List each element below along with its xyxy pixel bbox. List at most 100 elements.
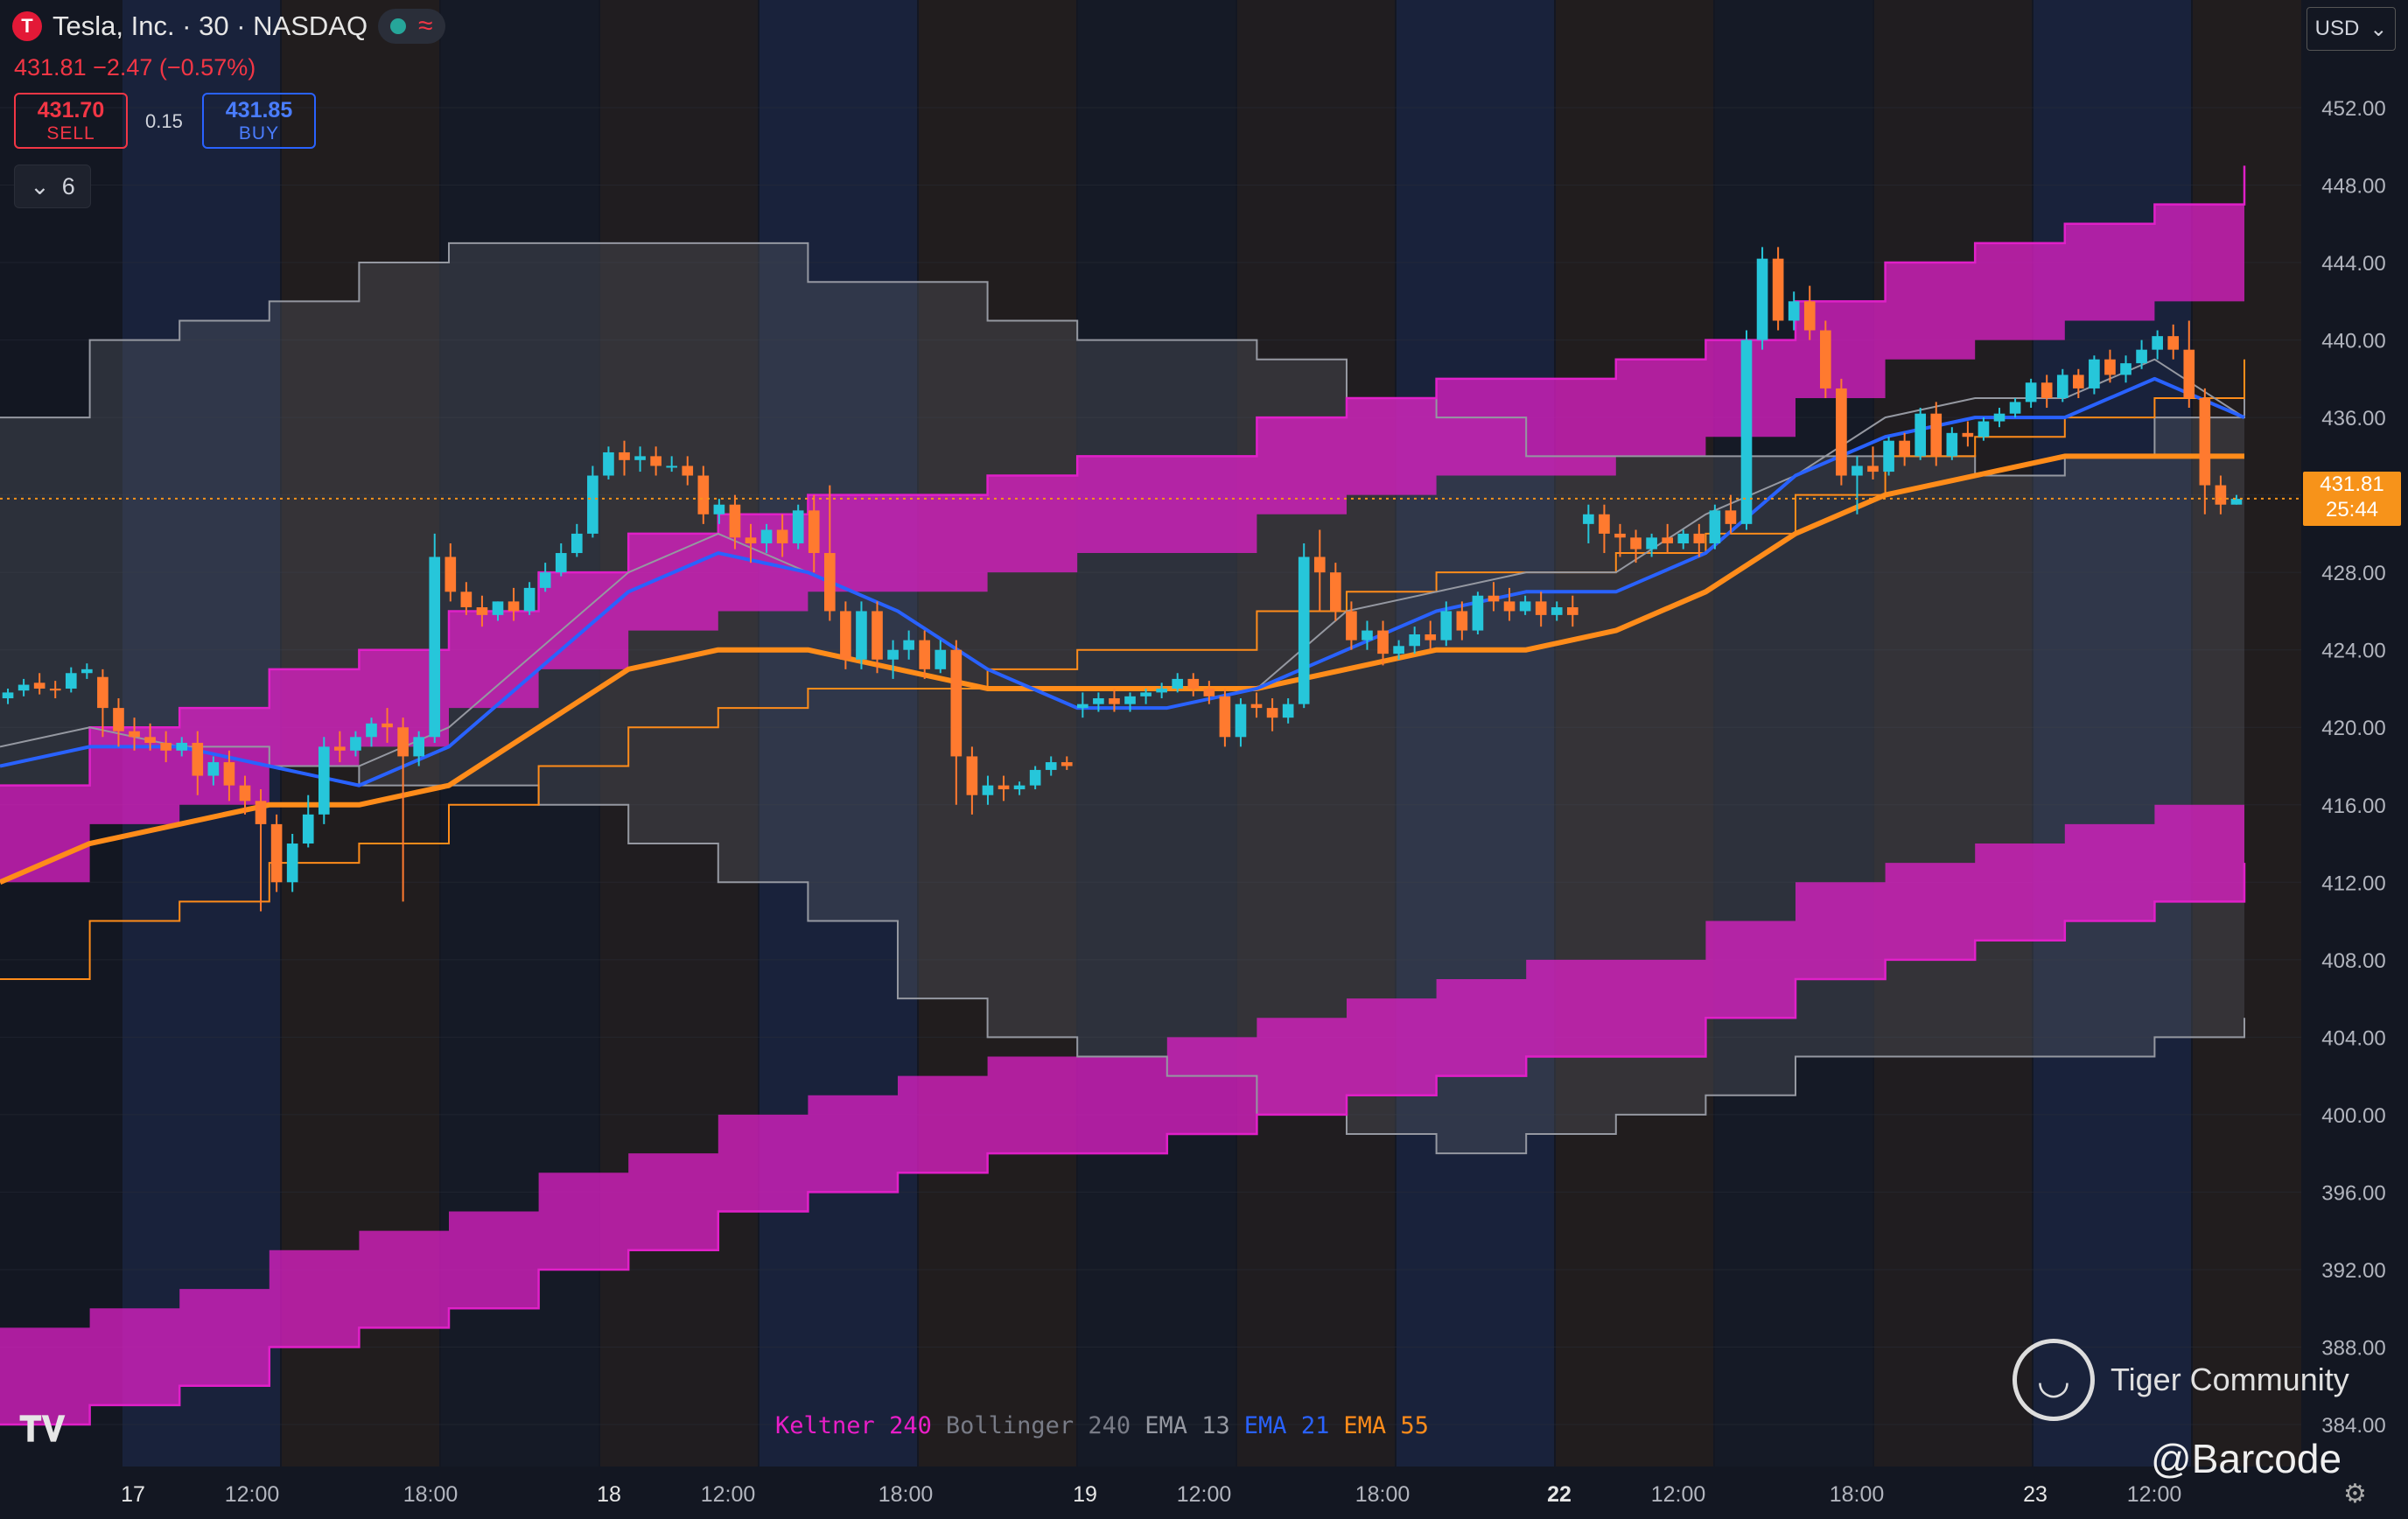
indicators-toggle-button[interactable]: ⌄ 6 [14,164,91,208]
time-tick-label: 18:00 [1830,1482,1885,1507]
last-price-value: 431.81 [2320,472,2384,496]
indicator-legend: Keltner 240 Bollinger 240 EMA 13 EMA 21 … [775,1412,1429,1439]
candle-body [460,592,472,608]
legend-ema55[interactable]: EMA 55 [1343,1412,1429,1439]
indicator-lines [0,165,2246,1426]
legend-ema13[interactable]: EMA 13 [1144,1412,1230,1439]
candle-body [508,601,520,612]
candle-body [366,723,377,738]
candle-body [1725,510,1737,524]
keltner-upper-fill [0,165,2244,883]
candle-body [523,587,536,612]
candle-body [2152,336,2163,350]
candle-body [444,556,457,592]
market-status-pill[interactable]: ≈ [378,9,445,44]
candle-body [144,737,156,743]
settings-gear-icon[interactable]: ⚙ [2343,1480,2367,1508]
candle-body [1409,634,1420,647]
candle-body [1819,330,1831,388]
price-tick-label: 400.00 [2321,1104,2385,1128]
candle-body [65,673,77,689]
candle-body [492,601,504,615]
time-tick-label: 19 [1073,1482,1097,1507]
time-tick-label: 18 [597,1482,621,1507]
candle-body [1488,595,1500,602]
candle-body [919,640,931,669]
legend-bollinger[interactable]: Bollinger 240 [945,1412,1131,1439]
currency-select[interactable]: USD ⌄ [2306,7,2396,51]
candle-body [1172,678,1184,689]
keltner-lower-fill [0,766,2244,1424]
candle-body [619,452,630,460]
candle-body [1836,388,1847,476]
candlesticks [2,247,2243,912]
candle-body [1852,466,1863,476]
market-open-dot-icon [390,18,407,34]
price-tick-label: 404.00 [2321,1026,2385,1050]
candle-body [223,762,235,786]
candle-body [934,649,947,669]
candle-body [713,504,725,514]
tradingview-logo-icon[interactable]: 𝐓𝐕 [19,1410,66,1449]
candle-body [887,649,899,660]
candle-body [1646,537,1657,550]
candle-body [1503,601,1516,612]
candle-body [1219,696,1231,738]
price-tick-label: 396.00 [2321,1181,2385,1205]
candle-body [397,727,409,757]
price-change: 431.81 −2.47 (−0.57%) [14,54,256,80]
legend-keltner[interactable]: Keltner 240 [775,1412,932,1439]
candle-body [1662,537,1674,543]
time-axis[interactable]: 17 12:00 18:00 18 12:00 18:00 19 12:00 18:00 22 12… [121,1482,2181,1507]
candle-body [286,844,298,883]
candle-body [1124,696,1136,704]
candle-body [81,668,93,674]
time-tick-label: 12:00 [1177,1482,1232,1507]
candle-body [570,533,583,554]
candle-body [650,456,662,466]
candle-body [666,466,678,468]
candle-body [1282,704,1294,718]
candle-body [2089,359,2100,388]
price-tick-label: 428.00 [2321,562,2385,585]
candle-body [2230,499,2243,505]
price-tick-label: 444.00 [2321,252,2385,276]
candle-body [113,708,124,732]
candle-body [1550,607,1563,615]
chevron-down-icon: ⌄ [2370,17,2388,41]
candle-body [1630,537,1642,550]
legend-ema21[interactable]: EMA 21 [1243,1412,1330,1439]
candle-body [176,742,188,751]
price-tick-label: 436.00 [2321,407,2385,430]
candle-body [270,823,283,883]
currency-label: USD [2314,17,2360,40]
candle-body [1599,514,1610,534]
candle-body [903,640,914,650]
candle-body [1077,704,1088,709]
wave-icon: ≈ [418,11,433,40]
symbol-title[interactable]: Tesla, Inc. · 30 · NASDAQ [52,10,368,41]
candle-body [1772,258,1784,321]
candle-body [1093,698,1104,704]
session-band [1715,0,1872,1466]
sell-button[interactable]: 431.70 SELL [14,93,128,149]
candle-body [982,785,994,795]
buy-button[interactable]: 431.85 BUY [202,93,316,149]
time-tick-label: 17 [121,1482,145,1507]
candle-body [2199,397,2211,486]
candle-body [1756,258,1768,340]
candle-body [2,692,14,699]
session-band [919,0,1076,1466]
time-tick-label: 12:00 [701,1482,756,1507]
candle-body [760,529,773,543]
session-band [1078,0,1236,1466]
candle-body [1978,421,1990,438]
price-tick-label: 424.00 [2321,640,2385,663]
candle-body [1313,556,1326,573]
time-tick-label: 18:00 [1355,1482,1410,1507]
candle-body [1250,704,1263,709]
price-tick-label: 448.00 [2321,175,2385,199]
session-band [1237,0,1395,1466]
candle-body [2215,485,2227,505]
